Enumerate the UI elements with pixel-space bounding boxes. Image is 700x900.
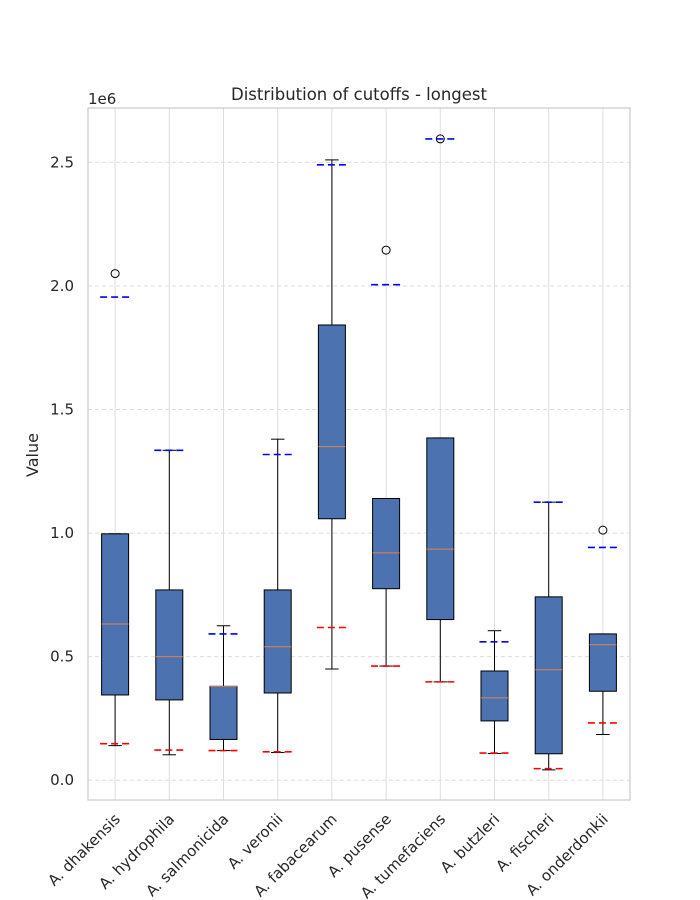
marks-layer (100, 134, 618, 771)
plot-frame (87, 107, 631, 801)
box-body (155, 589, 184, 701)
box-body (263, 589, 292, 694)
outlier-point (381, 245, 391, 255)
y-axis-label: Value (23, 433, 42, 477)
outlier-point (598, 525, 608, 535)
box-group (371, 245, 402, 667)
box-body (588, 633, 617, 692)
box-group (208, 625, 239, 752)
box-body (426, 437, 455, 621)
y-tick-label: 0.0 (50, 771, 74, 789)
y-tick-label: 2.5 (50, 153, 74, 171)
y-tick-label: 1.0 (50, 524, 74, 542)
box-body (480, 670, 509, 722)
box-body (534, 596, 563, 755)
box-group (154, 449, 185, 756)
box-group (533, 501, 564, 771)
box-group (316, 159, 347, 670)
box-body (317, 324, 346, 520)
box-body (372, 497, 401, 590)
y-tick-label: 1.5 (50, 401, 74, 419)
x-tick-label: A. butzleri (437, 810, 504, 877)
box-group (262, 438, 293, 754)
box-body (209, 685, 238, 740)
y-tick-label: 0.5 (50, 648, 74, 666)
box-group (479, 630, 510, 755)
outlier-point (110, 269, 120, 279)
y-tick-label: 2.0 (50, 277, 74, 295)
box-body (101, 533, 130, 696)
chart-title: Distribution of cutoffs - longest (231, 85, 488, 104)
box-group (425, 134, 456, 683)
y-multiplier-label: 1e6 (88, 90, 116, 108)
box-group (100, 269, 131, 747)
box-group (587, 525, 618, 736)
y-axis-ticks: 0.0 0.5 1.0 1.5 2.0 2.5 (50, 153, 74, 789)
